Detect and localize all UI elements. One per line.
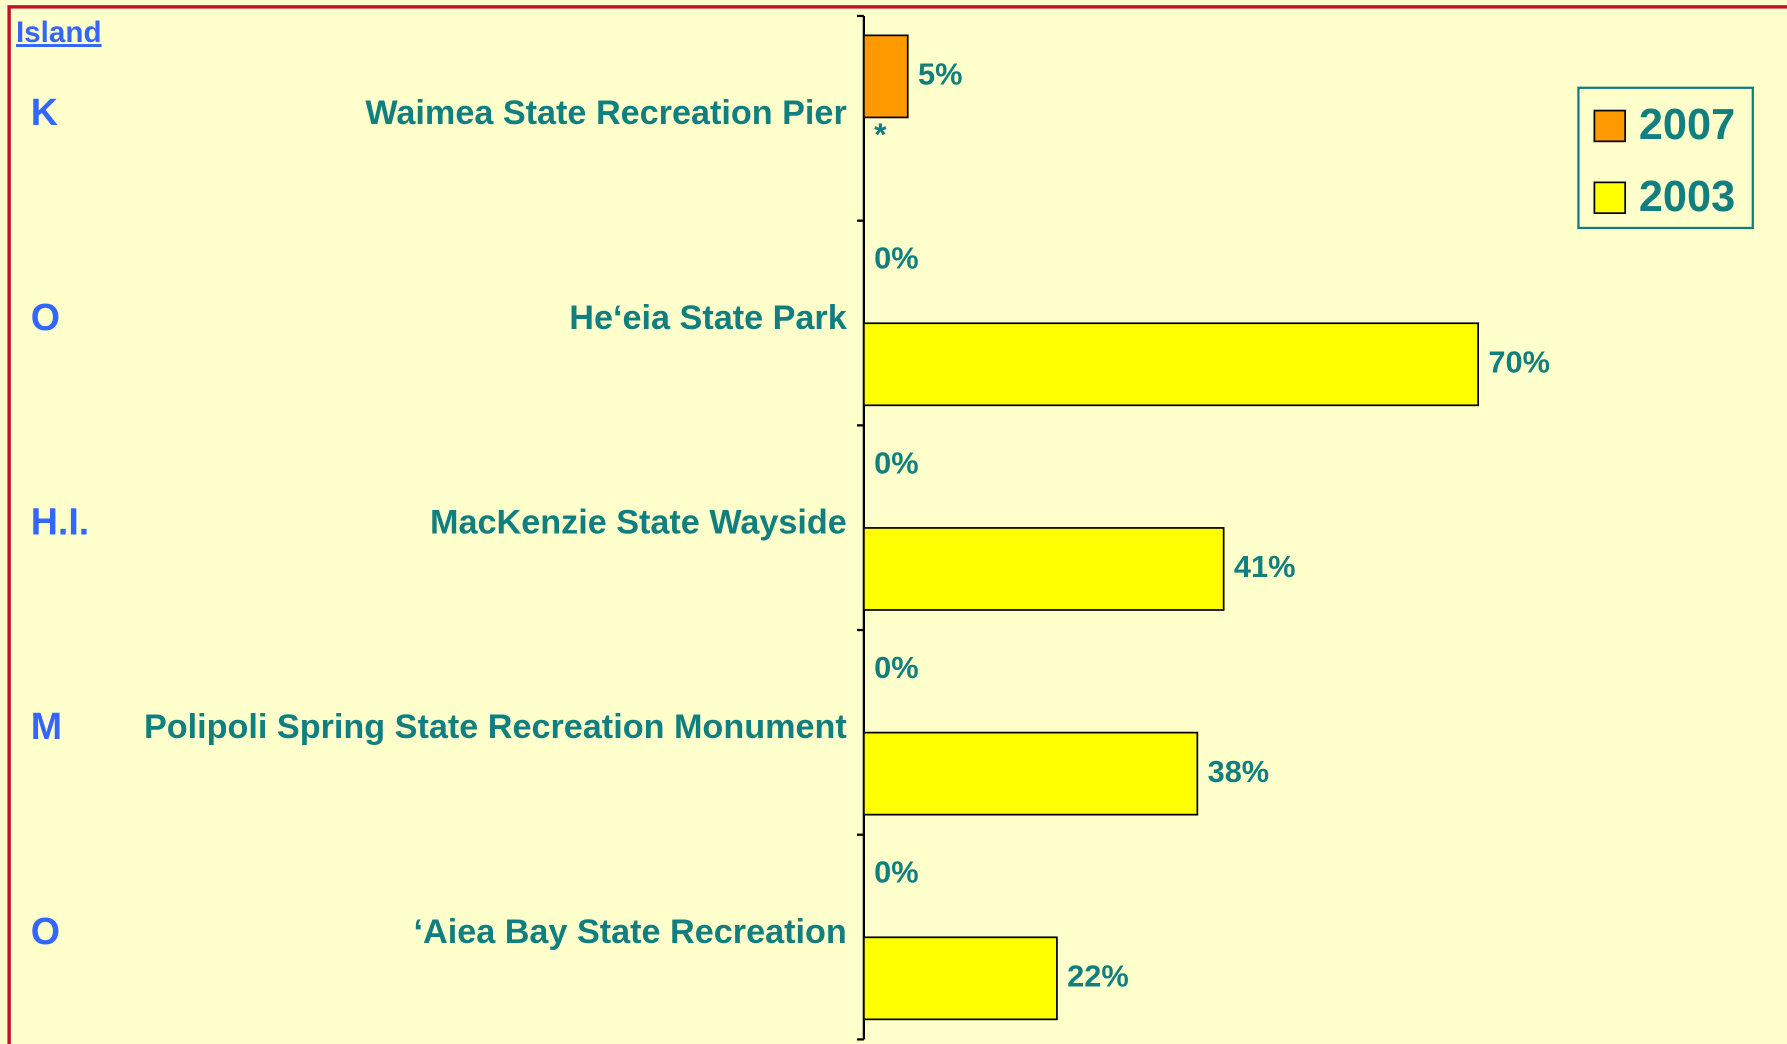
value-label: 38%	[1208, 754, 1270, 789]
value-label: 5%	[918, 57, 962, 92]
category-label: MacKenzie State Wayside	[430, 504, 847, 542]
legend-swatch	[1593, 181, 1627, 215]
island-label: O	[31, 910, 60, 952]
category-label: Polipoli Spring State Recreation Monumen…	[144, 708, 847, 746]
legend-swatch	[1593, 109, 1627, 143]
value-label: 0%	[874, 650, 918, 685]
legend-label: 2007	[1639, 101, 1735, 149]
bar	[863, 34, 909, 119]
value-label: 22%	[1067, 958, 1129, 993]
value-label: 0%	[874, 241, 918, 276]
value-label: 0%	[874, 855, 918, 890]
bar	[863, 322, 1480, 407]
island-label: K	[31, 91, 58, 133]
bar	[863, 936, 1058, 1021]
island-label: H.I.	[31, 500, 89, 542]
category-label: He‘eia State Park	[569, 299, 847, 337]
island-label: M	[31, 705, 62, 747]
value-label: 70%	[1488, 344, 1550, 379]
bar	[863, 527, 1225, 611]
annotation: *	[874, 116, 887, 152]
value-label: 41%	[1234, 549, 1296, 584]
bar	[863, 731, 1199, 816]
frame	[7, 5, 1787, 1044]
category-label: ‘Aiea Bay State Recreation	[414, 913, 847, 951]
island-label: O	[31, 296, 60, 338]
category-label: Waimea State Recreation Pier	[365, 94, 846, 132]
legend-label: 2003	[1639, 173, 1735, 221]
island-header: Island	[16, 16, 102, 49]
value-label: 0%	[874, 445, 918, 480]
legend-box	[1577, 86, 1754, 230]
